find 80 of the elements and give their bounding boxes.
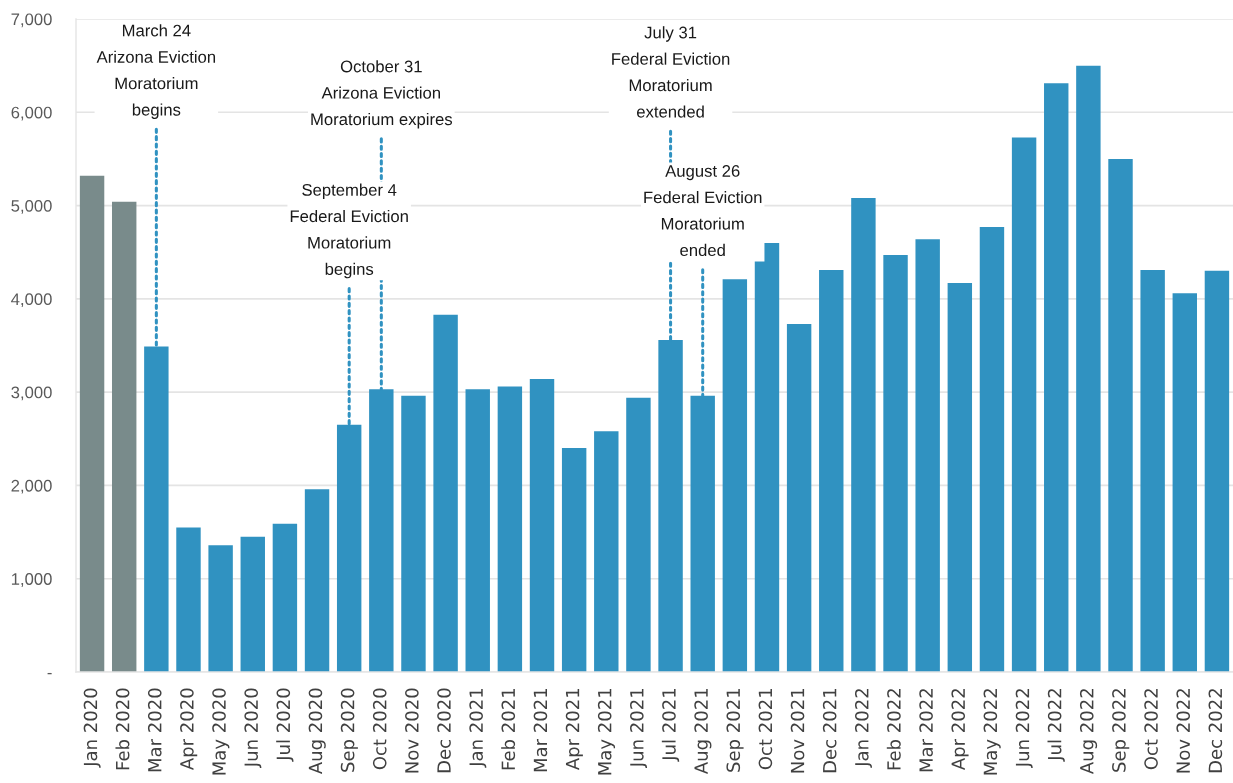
annotation: August 26 Federal Eviction Moratorium ended	[644, 165, 762, 257]
x-tick-label: Jun 2021	[630, 688, 648, 769]
bar	[1172, 293, 1197, 672]
x-tick-label: Jan 2020	[83, 688, 101, 768]
x-tick-label: Mar 2021	[533, 688, 548, 772]
x-tick-label: Dec 2020	[437, 688, 451, 773]
x-tick-label: Jun 2022	[1015, 689, 1033, 769]
y-tick-label: -	[47, 672, 52, 675]
y-tick-label: 5,000	[11, 199, 52, 214]
x-tick-label: Feb 2020	[115, 688, 130, 770]
y-tick-label: 4,000	[11, 293, 52, 308]
annotation: March 24 Arizona Eviction Moratorium begins	[96, 24, 216, 119]
x-tick-label: Jul 2022	[1047, 689, 1065, 762]
bar	[1011, 137, 1037, 672]
bar	[240, 536, 265, 672]
bar	[176, 527, 201, 672]
x-tick-label: Jul 2021	[661, 688, 680, 762]
bar	[112, 201, 137, 672]
annotation: October 31 Arizona Eviction Moratorium expires	[311, 60, 453, 129]
bar	[851, 198, 876, 672]
x-tick-label: Jan 2021	[469, 688, 487, 768]
bar	[594, 431, 619, 672]
bar	[819, 269, 844, 672]
bar	[304, 489, 330, 672]
bar	[979, 227, 1005, 672]
bar	[722, 279, 748, 672]
x-tick-label: May 2022	[983, 689, 1001, 775]
x-tick-label: Dec 2021	[822, 688, 837, 773]
bar	[1140, 269, 1165, 672]
y-tick-label: 3,000	[11, 386, 52, 401]
x-tick-label: Mar 2022	[919, 689, 933, 772]
x-tick-label: Oct 2022	[1144, 689, 1158, 770]
x-tick-label: May 2021	[597, 688, 616, 775]
bar	[433, 314, 458, 672]
bar	[79, 175, 105, 672]
bar	[529, 379, 555, 672]
y-tick-label: 7,000	[11, 13, 52, 28]
bar	[561, 448, 587, 672]
x-tick-label: Aug 2022	[1079, 689, 1098, 775]
x-tick-label: Nov 2020	[405, 688, 419, 773]
x-tick-label: May 2020	[212, 688, 230, 775]
bar	[626, 397, 651, 672]
bar	[754, 242, 780, 672]
bar	[497, 386, 523, 672]
bar	[947, 283, 973, 672]
x-tick-label: Nov 2021	[790, 688, 805, 773]
bar	[1044, 83, 1069, 672]
x-tick-label: Jun 2020	[244, 688, 262, 769]
annotation: July 31 Federal Eviction Moratorium extended	[612, 26, 730, 118]
x-tick-label: Apr 2020	[180, 688, 198, 771]
x-tick-label: Sep 2022	[1112, 689, 1130, 772]
x-tick-label: Mar 2020	[147, 688, 162, 772]
bar	[465, 389, 490, 672]
x-tick-label: Dec 2022	[1208, 689, 1223, 773]
bar	[208, 545, 233, 672]
bar	[915, 239, 940, 672]
y-tick-label: 1,000	[11, 573, 52, 587]
bar	[401, 395, 426, 672]
x-tick-label: Feb 2022	[886, 689, 901, 770]
x-tick-label: Aug 2021	[694, 688, 712, 775]
x-tick-label: Sep 2020	[340, 688, 358, 772]
bar	[1108, 158, 1133, 672]
x-tick-label: Apr 2021	[565, 688, 583, 771]
x-tick-label: Jan 2022	[854, 689, 872, 768]
x-tick-label: Feb 2021	[501, 688, 516, 770]
x-tick-label: Sep 2021	[726, 688, 744, 772]
x-tick-label: Oct 2020	[372, 688, 387, 770]
x-tick-label: Aug 2020	[308, 688, 326, 775]
y-tick-label: 2,000	[11, 479, 52, 494]
bar	[1076, 65, 1101, 672]
bar	[1204, 270, 1230, 672]
x-tick-label: Apr 2022	[951, 689, 969, 771]
x-tick-label: Nov 2022	[1176, 689, 1191, 773]
bar	[272, 523, 298, 672]
bar	[786, 324, 812, 672]
y-tick-label: 6,000	[11, 106, 52, 121]
x-tick-label: Jul 2020	[276, 688, 294, 762]
annotation: September 4 Federal Eviction Moratorium begins	[290, 183, 408, 279]
x-tick-label: Oct 2021	[758, 688, 773, 770]
bar	[883, 255, 908, 672]
